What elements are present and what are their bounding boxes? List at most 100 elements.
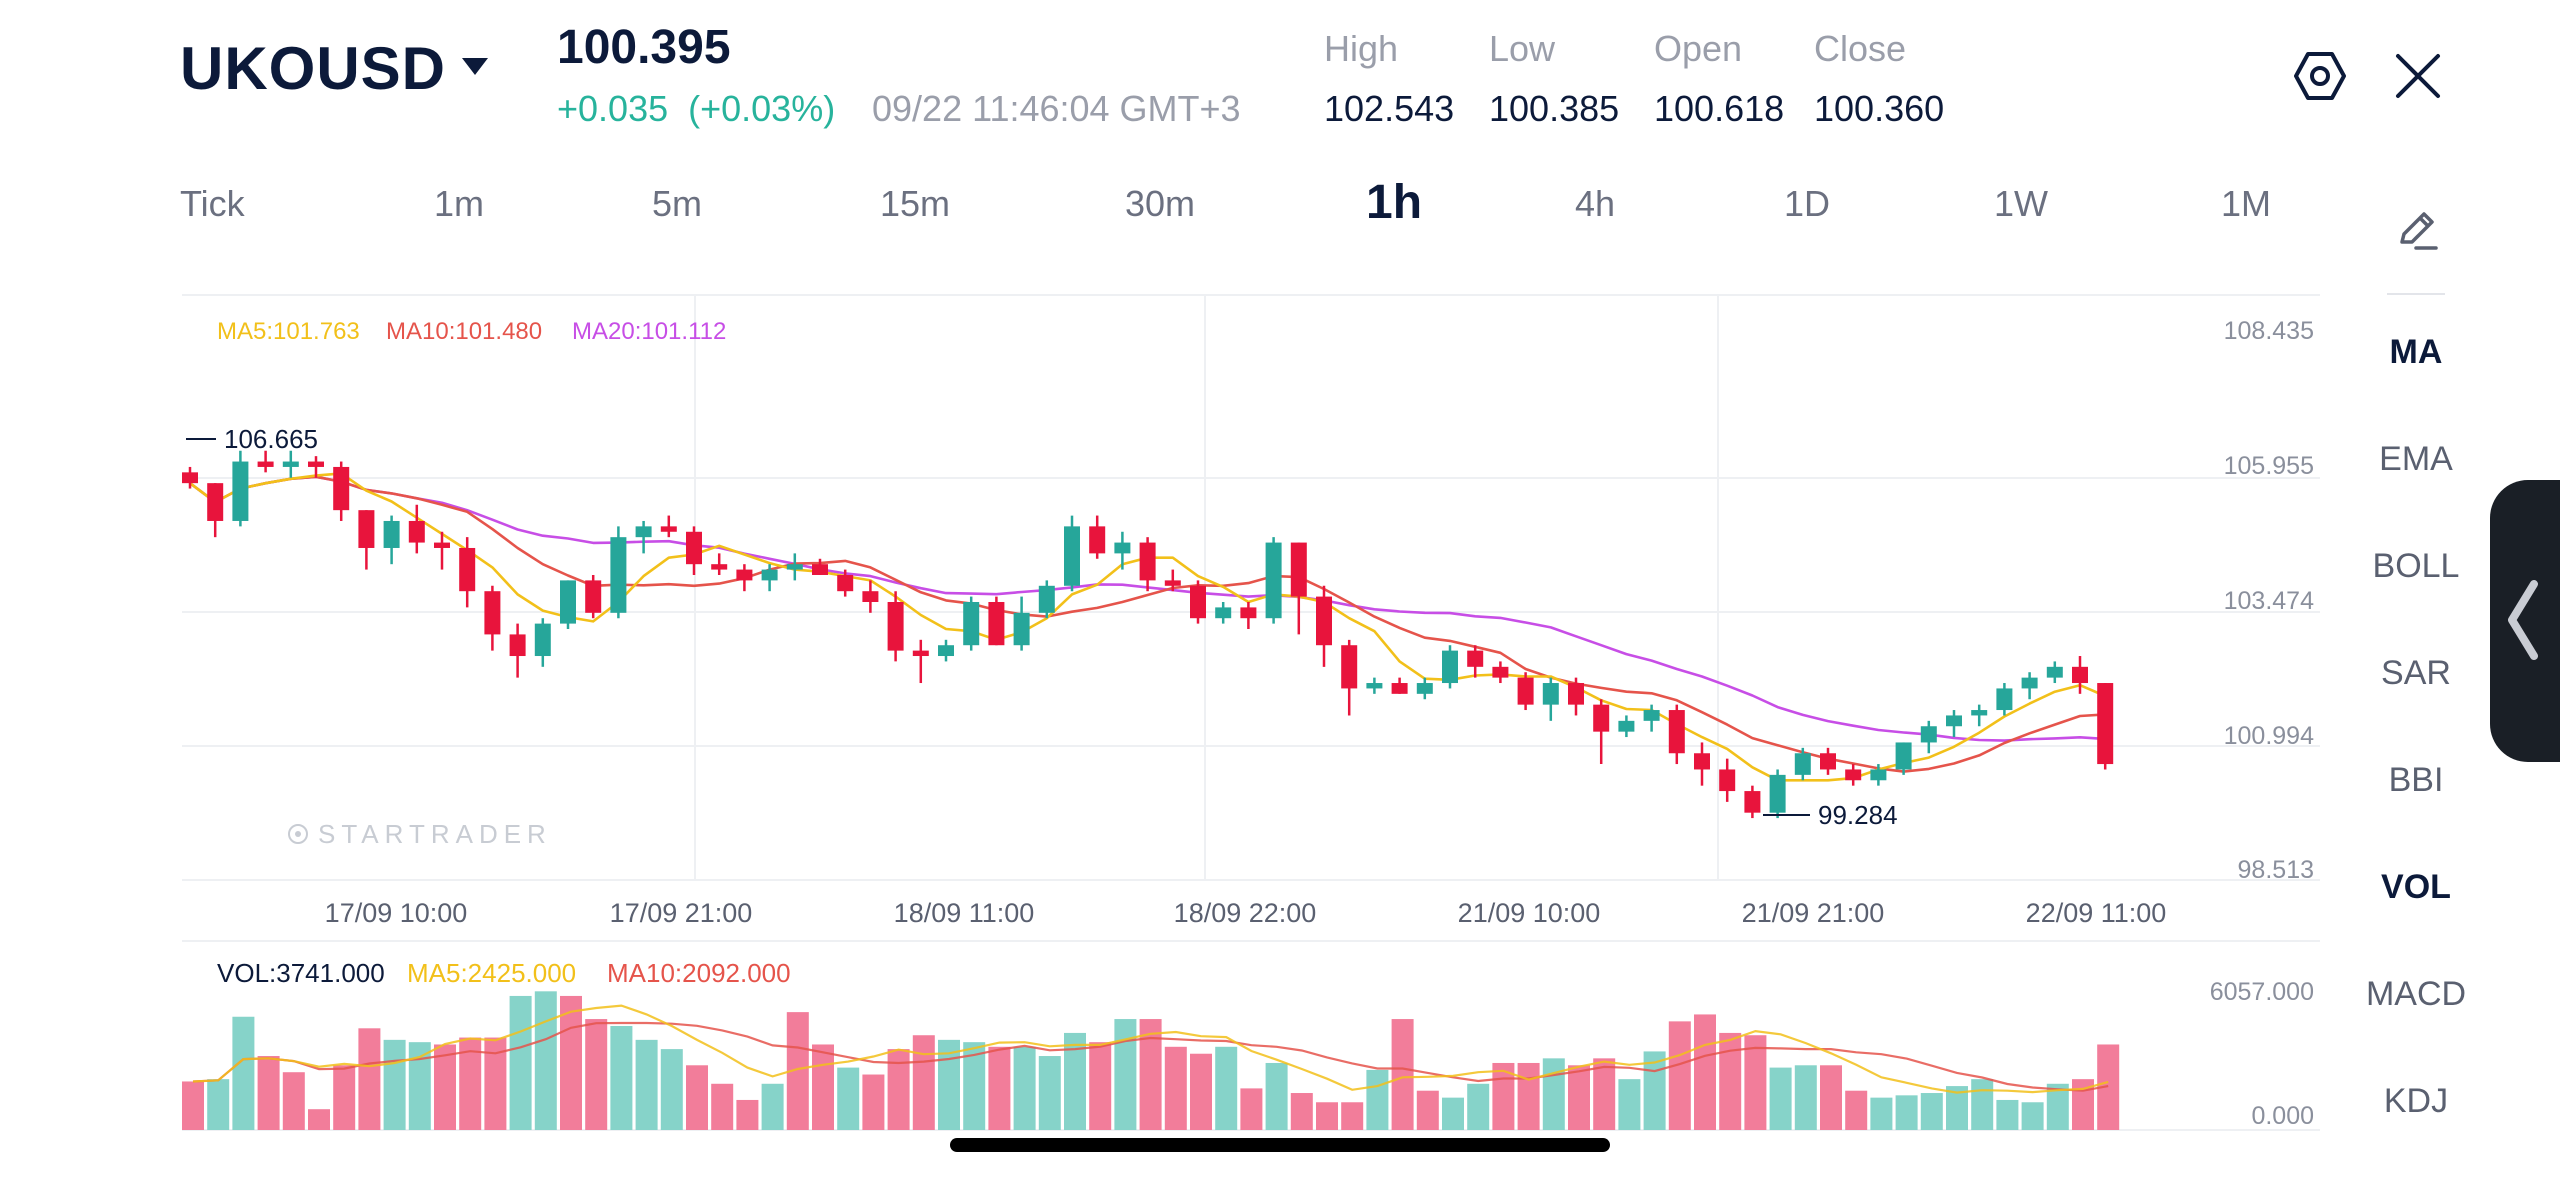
candle: [1139, 537, 1156, 592]
candle: [686, 526, 702, 575]
candle-body: [1719, 769, 1736, 792]
candle-body: [1215, 607, 1232, 619]
indicator-ema[interactable]: EMA: [2379, 440, 2453, 478]
volume-bar: [1190, 1053, 1212, 1130]
candle-body: [1542, 683, 1559, 705]
volume-bar: [988, 1046, 1011, 1130]
candle-body: [1618, 720, 1635, 732]
volume-bar: [2097, 1044, 2120, 1130]
tab-timeframe-1w[interactable]: 1W: [1994, 183, 2048, 224]
x-tick-label: 18/09 22:00: [1174, 898, 1317, 928]
stat-open-label: Open: [1654, 28, 1743, 69]
candle: [2072, 656, 2088, 694]
candle-body: [1190, 585, 1206, 619]
candle-body: [1794, 753, 1811, 775]
candle: [938, 639, 954, 662]
volume-bars: [182, 991, 2120, 1130]
tab-timeframe-1m[interactable]: 1m: [434, 183, 485, 224]
chart-grid: [182, 294, 2320, 1131]
candle-body: [887, 601, 904, 651]
candle-body: [1744, 791, 1761, 813]
legend-ma20: MA20:101.112: [572, 318, 726, 345]
volume-bar: [1542, 1058, 1565, 1130]
indicator-sar[interactable]: SAR: [2381, 654, 2451, 692]
candle-body: [1870, 769, 1887, 781]
volume-bar: [1744, 1035, 1767, 1130]
candle-body: [1996, 688, 2013, 711]
indicator-vol[interactable]: VOL: [2381, 868, 2451, 906]
tab-timeframe-4h[interactable]: 4h: [1575, 183, 1616, 224]
candle-body: [786, 564, 803, 570]
tab-timeframe-5m[interactable]: 5m: [652, 183, 703, 224]
candle: [1240, 601, 1257, 630]
candle-body: [736, 569, 753, 581]
indicator-bbi[interactable]: BBI: [2388, 761, 2444, 799]
candle-body: [232, 461, 249, 521]
volume-legend: VOL:3741.000 MA5:2425.000 MA10:2092.000 605…: [217, 958, 2314, 1130]
legend-vol-ma10: MA10:2092.000: [607, 958, 791, 988]
candle: [1114, 531, 1131, 570]
volume-bar: [2021, 1102, 2044, 1130]
candle-body: [837, 574, 854, 592]
extreme-annotations: 106.665 99.284: [186, 424, 1898, 830]
candle-body: [988, 601, 1005, 646]
drawer-handle[interactable]: [2490, 480, 2560, 762]
candle-body: [333, 466, 350, 511]
candle: [308, 456, 324, 478]
tab-timeframe-15m[interactable]: 15m: [880, 183, 951, 224]
volume-bar: [560, 995, 582, 1130]
candle: [736, 564, 753, 592]
close-icon[interactable]: [2392, 50, 2444, 102]
hexagon-gear-icon[interactable]: [2294, 50, 2346, 102]
candle-body: [1139, 542, 1156, 581]
symbol-name[interactable]: UKOUSD: [180, 35, 447, 102]
home-indicator[interactable]: [950, 1138, 1610, 1152]
tab-timeframe-tick[interactable]: Tick: [180, 183, 245, 224]
volume-bar: [1265, 1062, 1288, 1130]
candle-body: [1316, 596, 1332, 646]
tab-timeframe-30m[interactable]: 30m: [1125, 183, 1196, 224]
volume-bar: [1996, 1099, 2019, 1130]
indicator-kdj[interactable]: KDJ: [2383, 1082, 2449, 1120]
candle: [912, 639, 929, 684]
candle: [282, 450, 299, 478]
chevron-left-icon[interactable]: [2502, 578, 2542, 662]
candle: [1442, 645, 1458, 689]
candle: [1895, 742, 1912, 775]
caret-down-icon[interactable]: [462, 58, 488, 75]
watermark: STARTRADER: [288, 819, 546, 849]
candle: [1492, 661, 1509, 684]
volume-bar: [434, 1044, 456, 1130]
pencil-icon[interactable]: [2392, 206, 2440, 254]
indicator-macd[interactable]: MACD: [2365, 975, 2467, 1013]
volume-bar: [1568, 1065, 1590, 1130]
indicator-ma[interactable]: MA: [2389, 333, 2443, 371]
indicator-boll[interactable]: BOLL: [2372, 547, 2460, 585]
candle: [1946, 710, 1962, 738]
volume-bar: [1366, 1069, 1389, 1130]
volume-bar: [812, 1044, 834, 1130]
stat-close-value: 100.360: [1814, 88, 1945, 129]
candle: [1668, 704, 1685, 765]
candle: [1038, 580, 1055, 619]
candle: [182, 466, 198, 489]
volume-bar: [408, 1042, 431, 1130]
volume-bar: [509, 995, 532, 1130]
candle: [1744, 785, 1761, 819]
volume-bar: [938, 1039, 960, 1130]
candle-body: [383, 520, 400, 548]
candle: [862, 580, 879, 613]
volume-bar: [1769, 1067, 1792, 1130]
x-tick-label: 17/09 10:00: [325, 898, 468, 928]
tab-timeframe-1d[interactable]: 1D: [1784, 183, 1831, 224]
volume-bar: [1290, 1093, 1313, 1130]
tab-timeframe-1h[interactable]: 1h: [1366, 176, 1423, 229]
tab-timeframe-1mo[interactable]: 1M: [2221, 183, 2272, 224]
candle: [1769, 769, 1786, 819]
candle: [1618, 715, 1635, 738]
price-change: +0.035 (+0.03%): [557, 88, 836, 129]
volume-bar: [1593, 1058, 1616, 1130]
volume-bar: [585, 1019, 608, 1130]
candle-body: [1240, 607, 1257, 619]
